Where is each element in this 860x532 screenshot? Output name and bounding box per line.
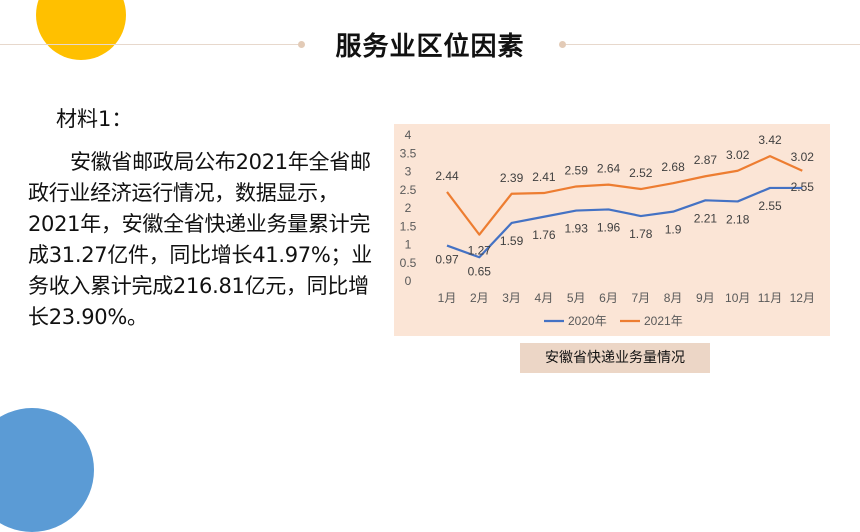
chart-panel: 0 0.5 1 1.5 2 2.5 3 3.5 4 1月 2月 3月 4月 5月 6月 7月 8月 9月 10月 11… (394, 124, 830, 336)
y-tick-label: 3 (405, 165, 412, 179)
decorative-circle-blue (0, 408, 94, 532)
data-label: 3.02 (791, 150, 815, 164)
title-divider-right (562, 44, 860, 45)
series-line (446, 155, 803, 236)
data-label: 2.59 (565, 163, 589, 177)
data-label: 1.27 (468, 244, 492, 258)
material-label: 材料1： (56, 107, 133, 131)
y-tick-label: 1.5 (400, 219, 417, 233)
x-tick-label: 11月 (758, 291, 782, 305)
data-label: 2.87 (694, 153, 718, 167)
y-tick-label: 3.5 (400, 146, 417, 160)
x-tick-label: 6月 (599, 291, 618, 305)
data-label: 2.64 (597, 162, 621, 176)
x-tick-label: 7月 (631, 291, 650, 305)
data-label: 3.42 (758, 133, 782, 147)
y-tick-label: 2.5 (400, 183, 417, 197)
chart-caption: 安徽省快递业务量情况 (520, 343, 710, 373)
data-label: 2.18 (726, 212, 750, 226)
data-label: 0.97 (435, 253, 459, 267)
data-label: 2.41 (532, 170, 556, 184)
x-tick-label: 1月 (438, 291, 457, 305)
y-tick-label: 4 (405, 128, 412, 142)
title-divider-left (0, 44, 300, 45)
line-chart: 0 0.5 1 1.5 2 2.5 3 3.5 4 1月 2月 3月 4月 5月 6月 7月 8月 9月 10月 11… (400, 128, 815, 328)
x-tick-label: 4月 (535, 291, 554, 305)
data-label: 1.9 (665, 223, 682, 237)
x-tick-label: 12月 (790, 291, 815, 305)
data-label: 1.76 (532, 228, 556, 242)
material-text: 安徽省邮政局公布2021年全省邮政行业经济运行情况，数据显示，2021年，安徽全… (28, 150, 372, 329)
series-line (446, 186, 803, 259)
title-dot-right (559, 41, 566, 48)
data-label: 0.65 (468, 264, 492, 278)
x-tick-label: 8月 (664, 291, 683, 305)
y-tick-label: 0 (405, 274, 412, 288)
x-tick-label: 10月 (725, 291, 750, 305)
data-label: 3.02 (726, 148, 750, 162)
data-label: 2.68 (661, 160, 685, 174)
data-label: 2.44 (435, 169, 459, 183)
y-tick-label: 0.5 (400, 256, 417, 270)
legend-label: 2021年 (644, 314, 683, 328)
data-label: 1.96 (597, 220, 621, 234)
data-label: 2.52 (629, 166, 653, 180)
data-label: 2.21 (694, 211, 718, 225)
data-label: 1.59 (500, 234, 524, 248)
data-label: 2.55 (758, 199, 782, 213)
page-title: 服务业区位因素 (335, 32, 525, 62)
data-label: 2.55 (791, 180, 815, 194)
x-tick-label: 9月 (696, 291, 715, 305)
y-tick-label: 1 (405, 238, 412, 252)
data-label: 1.78 (629, 227, 653, 241)
data-label: 2.39 (500, 171, 524, 185)
legend-label: 2020年 (568, 314, 607, 328)
data-label: 1.93 (565, 222, 589, 236)
x-tick-label: 5月 (567, 291, 586, 305)
y-tick-label: 2 (405, 201, 412, 215)
x-tick-label: 3月 (502, 291, 521, 305)
title-dot-left (298, 41, 305, 48)
x-tick-label: 2月 (470, 291, 489, 305)
